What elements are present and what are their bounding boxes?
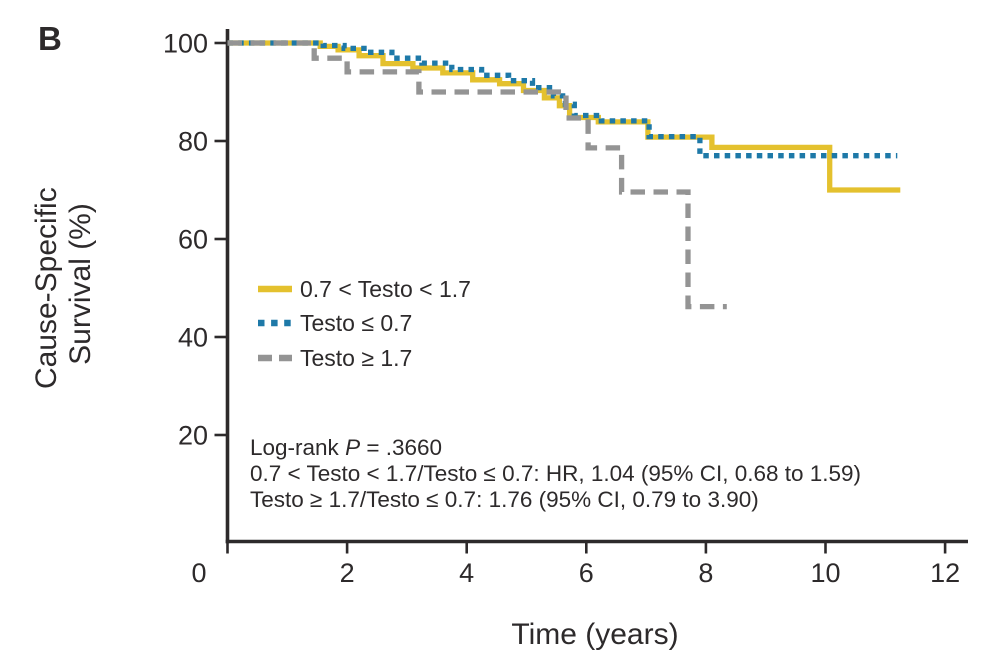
y-tick-label: 100 xyxy=(163,29,208,59)
curve-testo-low xyxy=(227,40,898,159)
y-axis-title: Cause-Specific Survival (%) xyxy=(30,179,97,389)
legend: 0.7 < Testo < 1.7 Testo ≤ 0.7 Testo ≥ 1.… xyxy=(258,276,471,371)
logrank-text: Log-rank P = .3660 xyxy=(250,435,442,460)
x-axis-title: Time (years) xyxy=(511,618,678,651)
legend-label-testo-low: Testo ≤ 0.7 xyxy=(300,310,412,336)
x-tick-label: 12 xyxy=(930,558,960,588)
stats-annotation: Log-rank P = .3660 0.7 < Testo < 1.7/Tes… xyxy=(250,435,861,512)
logrank-prefix: Log-rank xyxy=(250,435,345,460)
legend-label-testo-mid: 0.7 < Testo < 1.7 xyxy=(300,276,471,302)
logrank-p-symbol: P xyxy=(345,435,360,460)
curve-testo-high xyxy=(227,40,727,310)
x-axis-ticks: 0 2 4 6 8 10 12 xyxy=(191,543,960,588)
x-tick-label: 6 xyxy=(579,558,594,588)
x-tick-label: 0 xyxy=(191,558,206,588)
y-tick-label: 60 xyxy=(178,225,208,255)
y-axis-ticks: 100 80 60 40 20 xyxy=(163,29,226,451)
x-tick-label: 2 xyxy=(340,558,355,588)
x-tick-label: 8 xyxy=(698,558,713,588)
x-tick-label: 4 xyxy=(459,558,474,588)
y-tick-label: 40 xyxy=(178,323,208,353)
legend-label-testo-high: Testo ≥ 1.7 xyxy=(300,345,412,371)
survival-curves xyxy=(227,40,901,310)
panel-label: B xyxy=(38,20,62,57)
y-tick-label: 20 xyxy=(178,421,208,451)
logrank-value: = .3660 xyxy=(360,435,442,460)
curve-testo-mid xyxy=(227,40,901,193)
hr-line-2: Testo ≥ 1.7/Testo ≤ 0.7: 1.76 (95% CI, 0… xyxy=(250,487,759,512)
y-tick-label: 80 xyxy=(178,127,208,157)
x-tick-label: 10 xyxy=(810,558,840,588)
hr-line-1: 0.7 < Testo < 1.7/Testo ≤ 0.7: HR, 1.04 … xyxy=(250,461,861,486)
y-axis-title-line2: Survival (%) xyxy=(64,203,97,365)
y-axis-title-line1: Cause-Specific xyxy=(30,187,63,389)
